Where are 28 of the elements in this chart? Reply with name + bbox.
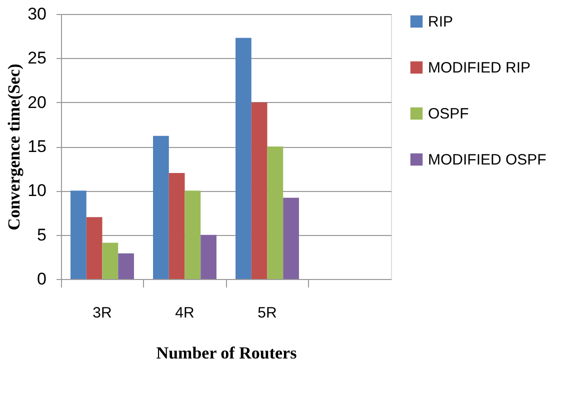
legend-label: RIP — [428, 14, 454, 30]
bar — [184, 190, 201, 279]
legend-label: MODIFIED OSPF — [428, 152, 546, 168]
y-tick-label: 10 — [28, 181, 46, 200]
x-tick-label: 3R — [92, 304, 112, 322]
legend-label: OSPF — [428, 106, 469, 122]
bar — [102, 242, 118, 279]
y-tick-label: 15 — [28, 137, 46, 156]
bar — [200, 234, 216, 279]
x-tick-label: 4R — [175, 304, 194, 322]
y-tick-label: 25 — [28, 48, 46, 68]
x-axis-title: Number of Routers — [156, 344, 298, 362]
bar — [251, 102, 268, 279]
bar — [168, 173, 185, 279]
bar — [236, 38, 252, 279]
bar — [283, 198, 299, 279]
bar — [118, 253, 134, 279]
y-tick-label: 0 — [37, 270, 46, 288]
x-tick-label: 5R — [258, 304, 277, 322]
bar — [267, 146, 284, 279]
bar — [70, 190, 86, 279]
y-tick-label: 30 — [28, 4, 46, 24]
y-tick-label: 5 — [37, 225, 46, 244]
y-tick-label: 20 — [28, 92, 46, 112]
bar — [153, 136, 169, 279]
legend-label: MODIFIED RIP — [428, 60, 531, 76]
y-axis-title: Convergence time(Sec) — [4, 64, 24, 230]
bar — [86, 217, 102, 279]
